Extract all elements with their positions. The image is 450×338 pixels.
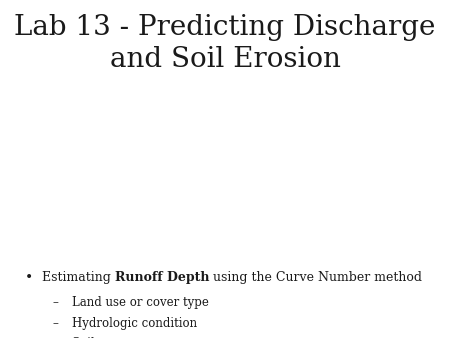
Text: Estimating: Estimating: [42, 271, 115, 284]
Text: •: •: [25, 271, 33, 285]
Text: using the Curve Number method: using the Curve Number method: [209, 271, 422, 284]
Text: –: –: [53, 296, 59, 309]
Text: Land use or cover type: Land use or cover type: [72, 296, 209, 309]
Text: Hydrologic condition: Hydrologic condition: [72, 317, 198, 330]
Text: Runoff Depth: Runoff Depth: [115, 271, 209, 284]
Text: Lab 13 - Predicting Discharge
and Soil Erosion: Lab 13 - Predicting Discharge and Soil E…: [14, 14, 436, 73]
Text: –: –: [53, 317, 59, 330]
